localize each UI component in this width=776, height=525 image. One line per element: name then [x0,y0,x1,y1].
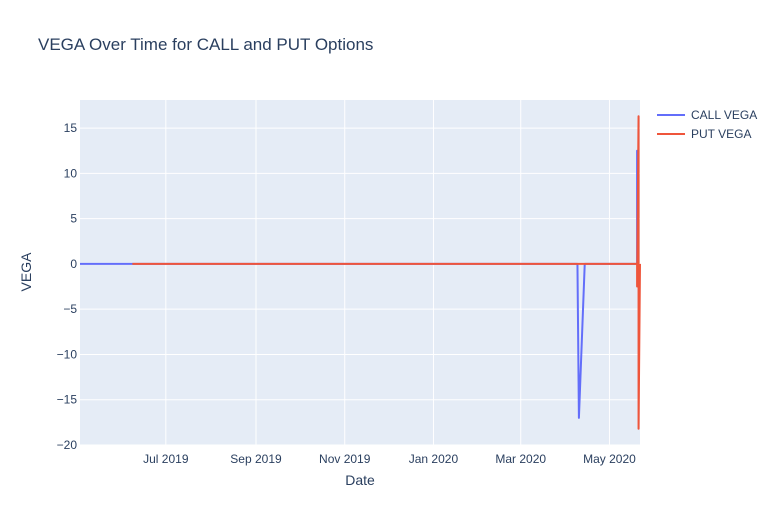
x-tick-label: Jan 2020 [409,452,459,466]
plot-area [80,100,640,445]
x-tick-label: Jul 2019 [143,452,189,466]
y-tick-label: 10 [64,166,78,180]
y-tick-labels: 15 10 5 0 −5 −10 −15 −20 [57,121,78,452]
x-axis-title: Date [345,472,375,488]
y-tick-label: −20 [57,438,78,452]
x-tick-label: Mar 2020 [495,452,546,466]
legend-label: PUT VEGA [691,127,751,141]
y-tick-label: 5 [70,212,77,226]
y-tick-label: −10 [57,347,78,361]
chart-title: VEGA Over Time for CALL and PUT Options [38,35,373,54]
x-gridlines [165,100,610,445]
put-vega-line [132,115,641,430]
y-tick-label: 0 [70,257,77,271]
legend-item-call-vega[interactable]: CALL VEGA [657,108,757,122]
y-tick-label: −5 [63,302,77,316]
legend-label: CALL VEGA [691,108,757,122]
series-layer [80,115,641,430]
x-tick-label: May 2020 [583,452,636,466]
x-tick-labels: Jul 2019 Sep 2019 Nov 2019 Jan 2020 Mar 2020… [143,452,636,466]
y-tick-label: 15 [64,121,78,135]
legend[interactable]: CALL VEGA PUT VEGA [657,108,757,141]
x-tick-label: Nov 2019 [319,452,371,466]
x-tick-label: Sep 2019 [230,452,282,466]
legend-item-put-vega[interactable]: PUT VEGA [657,127,751,141]
y-tick-label: −15 [57,393,78,407]
y-axis-title: VEGA [18,252,34,292]
